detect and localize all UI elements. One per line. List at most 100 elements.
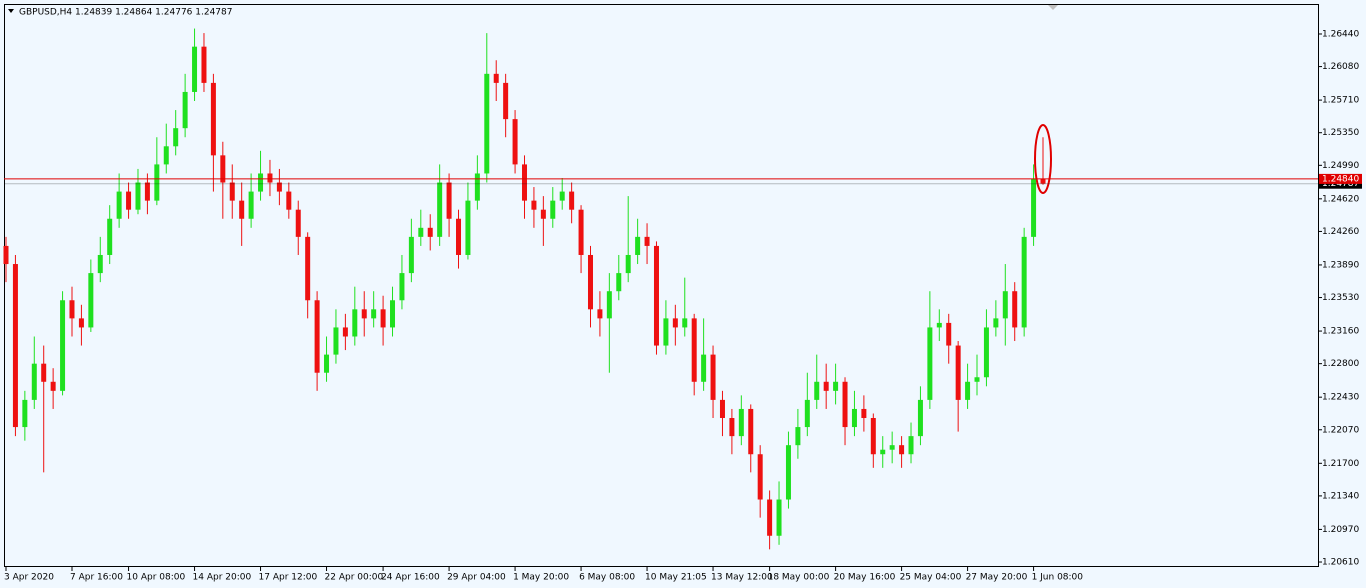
candle-body — [12, 264, 18, 428]
candle-body — [927, 327, 933, 400]
candle-body — [342, 327, 348, 337]
candle-body — [3, 245, 9, 265]
candle-body — [908, 436, 914, 455]
menu-arrow[interactable] — [8, 9, 14, 13]
candle-body — [154, 164, 160, 201]
candle-body — [672, 318, 678, 328]
price-label: 1.24787 — [1322, 179, 1359, 189]
candle-body — [503, 82, 509, 120]
candle-body — [757, 454, 763, 500]
candle-body — [748, 408, 754, 455]
candle-body — [352, 309, 358, 337]
candle-body — [390, 300, 396, 328]
candle-body — [399, 273, 405, 301]
candle-body — [418, 227, 424, 237]
candle-body — [286, 191, 292, 210]
candle-body — [314, 300, 320, 373]
candle-body — [993, 318, 999, 328]
candle-body — [644, 236, 650, 246]
x-tick-label: 10 Apr 08:00 — [127, 573, 186, 583]
candle-body — [880, 449, 886, 455]
candle-body — [531, 200, 537, 210]
x-tick-label: 13 May 12:00 — [711, 573, 773, 583]
x-tick-label: 29 Apr 04:00 — [447, 573, 506, 583]
candle-body — [78, 318, 84, 328]
candle-body — [456, 218, 462, 255]
candle-body — [88, 273, 94, 328]
candle-body — [97, 254, 103, 274]
x-tick-label: 7 Apr 16:00 — [70, 573, 123, 583]
candle-body — [653, 245, 659, 346]
candle-body — [729, 418, 735, 437]
x-tick-label: 10 May 21:05 — [645, 573, 707, 583]
candle-body — [767, 499, 773, 536]
candle-body — [50, 381, 56, 391]
candle-body — [41, 363, 47, 382]
candle-body — [606, 291, 612, 319]
plot-frame — [4, 4, 1319, 567]
x-tick-label: 14 Apr 20:00 — [193, 573, 252, 583]
highlight-ellipse — [1034, 124, 1052, 194]
candle-body — [965, 381, 971, 400]
x-tick-label: 24 Apr 16:00 — [381, 573, 440, 583]
x-tick-label: 22 Apr 00:00 — [325, 573, 384, 583]
candle-body — [710, 354, 716, 400]
x-tick-label: 20 May 16:00 — [834, 573, 896, 583]
candle-body — [60, 300, 66, 391]
y-tick-label: 1.21340 — [1322, 491, 1359, 501]
candle-body — [210, 82, 216, 156]
y-tick-label: 1.22430 — [1322, 393, 1359, 403]
candle-body — [983, 327, 989, 378]
candle-body — [559, 191, 565, 201]
shift-marker — [1048, 5, 1058, 10]
x-tick-label: 3 Apr 2020 — [4, 573, 54, 583]
candle-body — [427, 227, 433, 237]
candle-body — [1031, 178, 1037, 237]
candle-body — [540, 209, 546, 219]
candle-body — [550, 200, 556, 219]
candle-body — [785, 445, 791, 500]
candle-body — [144, 182, 150, 201]
candle-body — [635, 236, 641, 255]
candle-body — [851, 408, 857, 428]
candle-body — [248, 191, 254, 219]
chart-title: GBPUSD,H4 1.24839 1.24864 1.24776 1.2478… — [19, 8, 232, 18]
candle-body — [974, 377, 980, 382]
y-tick-label: 1.22800 — [1322, 359, 1359, 369]
candle-body — [823, 381, 829, 391]
x-tick-label: 17 Apr 12:00 — [259, 573, 318, 583]
candle-body — [192, 46, 198, 92]
y-tick-label: 1.20970 — [1322, 525, 1359, 535]
candle-body — [512, 119, 518, 165]
candle-body — [446, 182, 452, 219]
candle-body — [569, 191, 575, 210]
candle-body — [719, 399, 725, 419]
candle-body — [889, 445, 895, 450]
candle-body — [333, 327, 339, 355]
y-tick-label: 1.23160 — [1322, 327, 1359, 337]
y-tick-label: 1.21700 — [1322, 459, 1359, 469]
candle-body — [833, 381, 839, 391]
candle-body — [936, 322, 942, 328]
y-tick-label: 1.22070 — [1322, 425, 1359, 435]
candle-body — [295, 209, 301, 237]
candle-body — [776, 499, 782, 536]
candle-body — [842, 381, 848, 428]
x-tick-label: 27 May 20:00 — [966, 573, 1028, 583]
y-tick-label: 1.24990 — [1322, 161, 1359, 171]
x-tick-label: 1 May 20:00 — [513, 573, 569, 583]
candle-body — [474, 173, 480, 201]
candle-body — [361, 309, 367, 319]
candle-body — [371, 309, 377, 319]
candle-body — [201, 46, 207, 83]
candle-body — [267, 173, 273, 183]
candle-body — [861, 408, 867, 419]
candle-body — [1040, 178, 1046, 184]
candle-body — [135, 182, 141, 210]
candle-body — [229, 182, 235, 201]
candle-body — [917, 399, 923, 437]
y-tick-label: 1.23530 — [1322, 293, 1359, 303]
